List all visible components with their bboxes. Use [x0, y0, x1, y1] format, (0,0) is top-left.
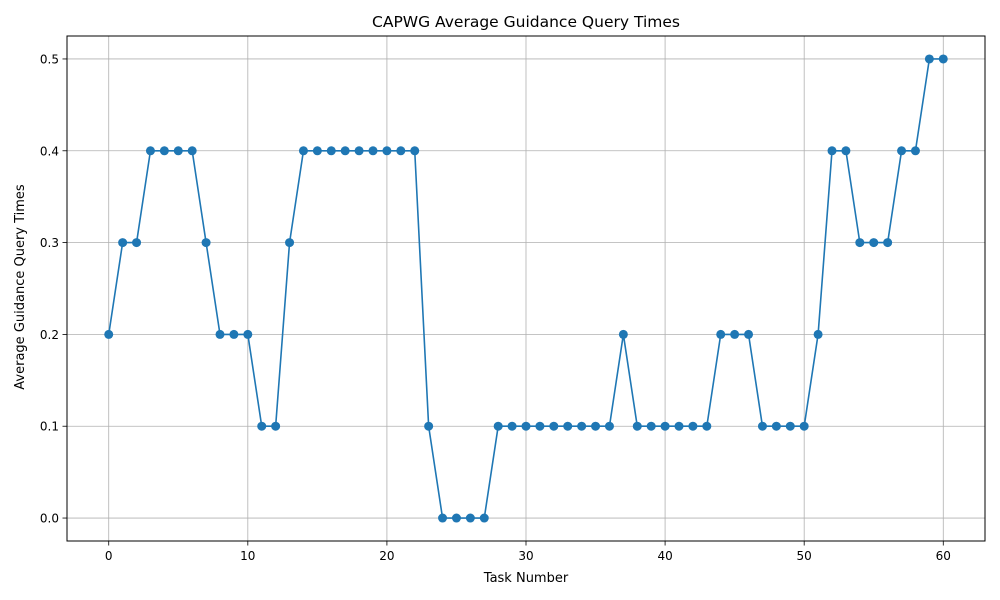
data-point: [326, 146, 336, 156]
chart-title: CAPWG Average Guidance Query Times: [372, 13, 680, 31]
data-point: [382, 146, 392, 156]
data-point: [354, 146, 364, 156]
data-point: [730, 329, 740, 339]
data-point: [771, 421, 781, 431]
data-point: [924, 54, 934, 64]
y-tick-label: 0.3: [40, 236, 59, 250]
data-point: [243, 329, 253, 339]
data-point: [215, 329, 225, 339]
data-point: [744, 329, 754, 339]
data-point: [563, 421, 573, 431]
data-point: [132, 238, 142, 248]
data-point: [257, 421, 267, 431]
y-tick-label: 0.4: [40, 144, 59, 158]
data-point: [424, 421, 434, 431]
data-point: [618, 329, 628, 339]
data-point: [438, 513, 448, 523]
data-point: [869, 238, 879, 248]
data-point: [702, 421, 712, 431]
data-point: [187, 146, 197, 156]
data-point: [646, 421, 656, 431]
data-point: [451, 513, 461, 523]
y-axis-label: Average Guidance Query Times: [13, 184, 28, 390]
data-point: [145, 146, 155, 156]
data-point: [799, 421, 809, 431]
y-tick-label: 0.2: [40, 328, 59, 342]
x-tick-label: 50: [797, 549, 812, 563]
data-point: [465, 513, 475, 523]
data-point: [285, 238, 295, 248]
data-point: [396, 146, 406, 156]
data-point: [507, 421, 517, 431]
data-point: [298, 146, 308, 156]
x-tick-label: 10: [240, 549, 255, 563]
data-point: [660, 421, 670, 431]
data-point: [785, 421, 795, 431]
data-point: [271, 421, 281, 431]
data-point: [591, 421, 601, 431]
x-tick-label: 0: [105, 549, 113, 563]
y-tick-label: 0.5: [40, 52, 59, 66]
axis-ticks: 0 10 20 30 40 50 60 0.0 0.1 0.2 0.3 0.4 0.5: [40, 52, 951, 563]
data-point: [159, 146, 169, 156]
data-point: [897, 146, 907, 156]
data-point: [716, 329, 726, 339]
data-point: [674, 421, 684, 431]
data-point: [632, 421, 642, 431]
data-point: [938, 54, 948, 64]
data-point: [688, 421, 698, 431]
x-tick-label: 60: [936, 549, 951, 563]
data-point: [340, 146, 350, 156]
data-point: [577, 421, 587, 431]
data-point: [813, 329, 823, 339]
data-point: [368, 146, 378, 156]
x-tick-label: 20: [379, 549, 394, 563]
data-point: [118, 238, 128, 248]
data-point: [521, 421, 531, 431]
y-tick-label: 0.1: [40, 420, 59, 434]
data-point: [493, 421, 503, 431]
data-point: [910, 146, 920, 156]
series-group: [104, 54, 948, 523]
x-tick-label: 40: [657, 549, 672, 563]
data-point: [757, 421, 767, 431]
data-point: [883, 238, 893, 248]
data-point: [549, 421, 559, 431]
data-point: [312, 146, 322, 156]
y-tick-label: 0.0: [40, 512, 59, 526]
data-point: [104, 329, 114, 339]
data-point: [173, 146, 183, 156]
data-point: [535, 421, 545, 431]
data-point: [827, 146, 837, 156]
data-point: [479, 513, 489, 523]
x-tick-label: 30: [518, 549, 533, 563]
data-point: [855, 238, 865, 248]
data-point: [410, 146, 420, 156]
data-point: [841, 146, 851, 156]
data-point: [229, 329, 239, 339]
x-axis-label: Task Number: [483, 571, 569, 586]
data-point: [201, 238, 211, 248]
data-point: [604, 421, 614, 431]
